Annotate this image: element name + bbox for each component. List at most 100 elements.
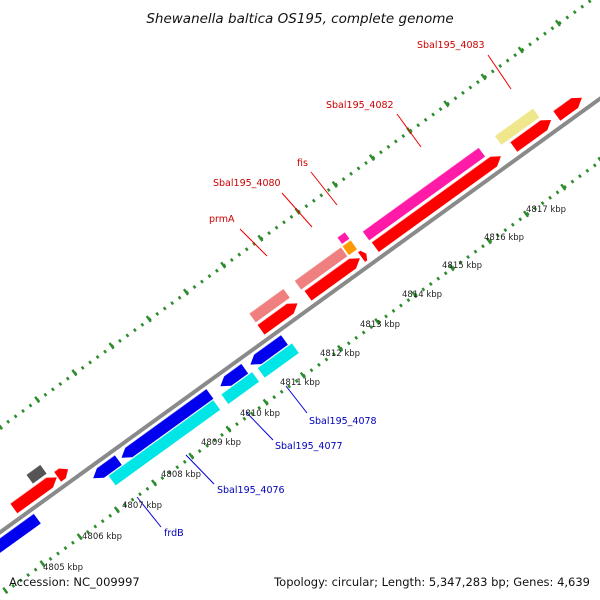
inner-tick — [563, 184, 567, 189]
kbp-tick-label: 4808 kbp — [161, 470, 201, 480]
feature-forward-gene — [257, 303, 298, 335]
outer-tick — [145, 315, 152, 323]
outer-tick — [170, 301, 175, 306]
inner-tick — [391, 308, 396, 313]
inner-tick — [361, 330, 366, 335]
outer-tick — [207, 274, 212, 279]
inner-tick — [160, 476, 165, 481]
outer-tick — [80, 365, 85, 370]
feature-forward-gene — [371, 156, 501, 252]
feature-reverse-gene-highlight — [0, 513, 34, 539]
outer-tick — [88, 360, 93, 365]
outer-tick — [289, 214, 294, 219]
inner-tick — [533, 206, 538, 211]
kbp-tick-labels: 4805 kbp 4806 kbp 4807 kbp 4808 kbp 4809 kbp… — [43, 205, 566, 573]
label-leader-line — [245, 411, 274, 441]
inner-tick — [167, 470, 172, 475]
inner-tick — [26, 573, 31, 578]
inner-tick — [11, 583, 16, 588]
inner-tick — [411, 291, 418, 299]
outer-tick — [162, 306, 167, 311]
feature-forward-gene-highlight — [257, 303, 287, 326]
feature-forward-gene-highlight — [53, 468, 60, 473]
outer-tick — [461, 90, 465, 95]
inner-tick — [555, 190, 560, 195]
outer-tick — [446, 101, 450, 106]
inner-tick — [18, 578, 23, 583]
inner-tick — [113, 506, 120, 514]
outer-tick — [475, 80, 480, 85]
feature-reverse-gene — [250, 335, 288, 365]
outer-tick — [58, 381, 63, 386]
outer-tick — [237, 252, 242, 257]
feature-fis — [342, 240, 357, 256]
outer-tick — [498, 63, 503, 68]
outer-tick — [483, 74, 488, 79]
kbp-tick-label: 4810 kbp — [240, 409, 280, 419]
outer-tick — [192, 284, 197, 289]
inner-tick — [33, 567, 38, 572]
outer-tick — [125, 333, 130, 338]
feature-forward-gene — [510, 120, 552, 152]
outer-tick — [349, 171, 354, 176]
outer-tick — [200, 279, 204, 284]
inner-tick — [399, 303, 403, 308]
feature-forward-gene — [553, 97, 582, 121]
label-leader-line — [396, 113, 422, 148]
inner-tick — [249, 411, 254, 416]
outer-tick — [0, 424, 4, 431]
feature-reverse-gene-highlight — [117, 388, 207, 454]
outer-tick — [443, 100, 450, 108]
label-leader-lines — [136, 54, 512, 528]
inner-tick — [145, 486, 150, 491]
outer-tick — [304, 204, 309, 209]
inner-tick — [279, 389, 284, 394]
outer-tick — [379, 150, 383, 155]
outer-tick — [543, 31, 547, 36]
kbp-tick-label: 4811 kbp — [280, 378, 320, 388]
feature-reverse-gene — [93, 455, 122, 479]
inner-tick — [473, 249, 478, 254]
feature-Sbal195_4083-highlight — [494, 108, 534, 137]
inner-tick — [337, 344, 344, 353]
inner-tick — [235, 422, 239, 427]
inner-tick — [257, 405, 262, 410]
inner-tick — [272, 395, 277, 400]
kbp-tick-label: 4806 kbp — [82, 532, 122, 542]
outer-tick — [535, 37, 540, 42]
inner-tick — [182, 459, 187, 464]
outer-tick — [95, 355, 100, 360]
inner-tick — [525, 211, 530, 216]
outer-tick — [43, 392, 48, 397]
outer-tick — [50, 387, 55, 392]
label-leader-line — [239, 228, 268, 257]
inner-tick — [294, 379, 299, 384]
inner-tick — [570, 179, 575, 184]
outer-tick — [517, 46, 524, 54]
inner-tick — [577, 174, 582, 179]
feature-Sbal195_4082 — [362, 147, 486, 241]
gene-label: fis — [297, 158, 308, 169]
inner-tick — [374, 318, 381, 326]
outer-tick — [438, 107, 443, 112]
feature-prmA-highlight — [249, 288, 284, 314]
outer-tick — [282, 220, 286, 225]
feature-forward-gene — [54, 468, 69, 482]
feature-Sbal195_4076 — [108, 400, 221, 486]
gene-features — [0, 97, 582, 553]
outer-tick — [356, 166, 361, 171]
gene-label: Sbal195_4080 — [213, 178, 281, 189]
outer-tick — [155, 311, 160, 316]
kbp-tick-label: 4805 kbp — [43, 563, 83, 573]
feature-reverse-gene — [121, 389, 214, 458]
feature-reverse-gene-highlight — [89, 454, 116, 474]
inner-tick — [592, 163, 597, 168]
outer-tick — [71, 369, 78, 377]
genome-summary-text: Topology: circular; Length: 5,347,283 bp… — [273, 575, 590, 589]
feature-unnamed-gene-highlight — [26, 464, 41, 476]
inner-tick — [197, 449, 202, 454]
inner-tick — [108, 513, 113, 518]
inner-tick — [331, 352, 336, 357]
